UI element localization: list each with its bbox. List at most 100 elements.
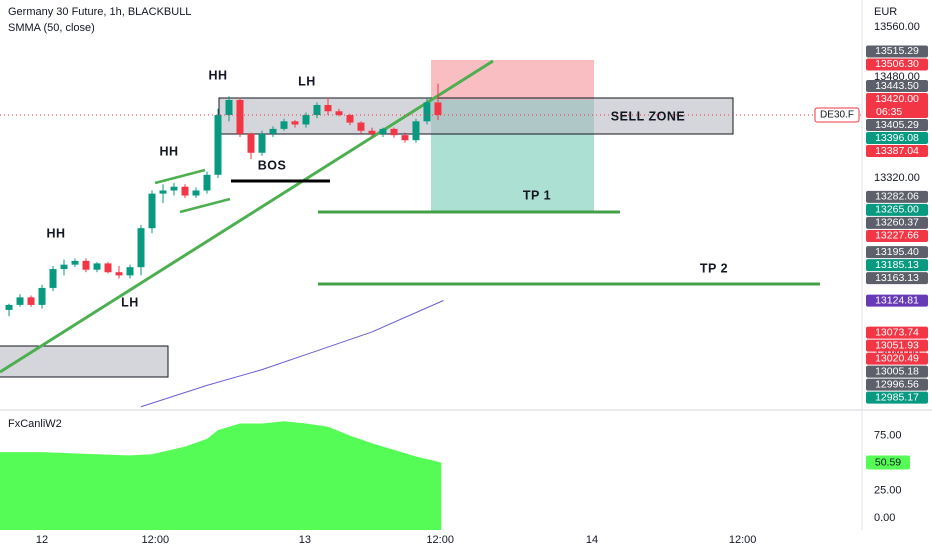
annotation: TP 1 (523, 188, 551, 202)
stop-zone (431, 60, 594, 100)
candle-body (357, 122, 365, 131)
candle-body (258, 133, 266, 153)
price-label-box (866, 294, 928, 307)
candle-body (181, 186, 189, 196)
candle-body (291, 121, 299, 125)
price-label-box (866, 92, 928, 118)
candles (5, 83, 442, 317)
price-label: 12985.17 (875, 391, 919, 403)
candle-body (192, 190, 200, 196)
candle-body (27, 297, 35, 305)
candle-body (203, 174, 211, 191)
price-label: 13163.13 (875, 272, 919, 284)
price-label-box (866, 352, 928, 365)
price-label: 12996.56 (875, 378, 919, 390)
annotation: HH (46, 226, 65, 240)
candle-body (38, 287, 46, 305)
drawings (0, 59, 820, 378)
candle-body (225, 99, 233, 116)
candle-body (71, 260, 79, 265)
channel-line (154, 168, 206, 185)
price-label: 13073.74 (875, 326, 919, 338)
annotation: BOS (258, 158, 287, 172)
trend-line (0, 59, 494, 374)
candle-body (170, 186, 178, 191)
candle-body (60, 264, 68, 270)
price-label-box (866, 229, 928, 242)
candle-body (115, 272, 123, 276)
candle-body (93, 263, 101, 270)
candle-body (247, 133, 255, 153)
candle-body (159, 190, 167, 194)
price-label: 13282.06 (875, 191, 919, 203)
candle-body (82, 260, 90, 270)
price-label: 13195.40 (875, 246, 919, 258)
annotation: LH (121, 295, 139, 309)
candle-body (280, 121, 288, 129)
x-tick-label: 12:00 (729, 534, 757, 546)
oscillator-title: FxCanliW2 (8, 418, 62, 430)
annotation: HH (159, 144, 178, 158)
price-label-box (866, 45, 928, 58)
price-label: 13227.66 (875, 230, 919, 242)
price-label: 13405.29 (875, 119, 919, 131)
symbol-tag: DE30.F (820, 110, 854, 121)
x-tick-label: 12 (36, 534, 48, 546)
candle-body (324, 104, 332, 112)
price-label: 13396.08 (875, 132, 919, 144)
candle-body (269, 128, 277, 134)
candle-body (401, 135, 409, 141)
price-label: 13005.18 (875, 365, 919, 377)
x-tick-label: 12:00 (142, 534, 170, 546)
candle-body (412, 121, 420, 141)
price-label-box (866, 378, 928, 391)
annotation: LH (298, 74, 316, 88)
price-label-box (866, 190, 928, 203)
candle-body (5, 304, 13, 310)
price-label-box (866, 259, 928, 272)
candle-body (236, 99, 244, 134)
annotation: TP 2 (700, 261, 728, 275)
candle-body (49, 269, 57, 288)
demand-box (0, 345, 169, 378)
candle-body (137, 228, 145, 268)
x-tick-label: 14 (586, 534, 598, 546)
price-label: 13387.04 (875, 145, 919, 157)
price-label-box (866, 118, 928, 131)
candle-body (16, 297, 24, 305)
smma-line (140, 300, 444, 408)
annotation: SELL ZONE (611, 109, 685, 123)
candle-body (104, 263, 112, 273)
oscillator-area (0, 421, 442, 530)
candle-body (148, 193, 156, 229)
candle-body (434, 102, 442, 116)
price-label-box (866, 365, 928, 378)
candle-body (368, 130, 376, 134)
last-value-box (866, 455, 910, 470)
price-label: 13020.49 (875, 352, 919, 364)
candle-body (126, 267, 134, 276)
candle-body (335, 111, 343, 116)
last-value: 50.59 (875, 456, 901, 468)
price-label-box (866, 79, 928, 92)
price-label: 13515.29 (875, 45, 919, 57)
candle-body (313, 104, 321, 116)
price-label: 13124.81 (875, 294, 919, 306)
candle-body (423, 102, 431, 122)
candle-body (214, 115, 222, 175)
candle-body (346, 115, 354, 123)
price-label-box (866, 58, 928, 71)
countdown: 06:35 (876, 106, 902, 118)
y-tick-label: 0.00 (874, 512, 895, 524)
price-label: 13051.93 (875, 339, 919, 351)
y-tick-label: 13560.00 (874, 21, 920, 33)
y-tick-label: 25.00 (874, 485, 902, 497)
y-tick-label: 75.00 (874, 429, 902, 441)
price-label: 13265.00 (875, 204, 919, 216)
chart-title: Germany 30 Future, 1h, BLACKBULL (8, 6, 191, 18)
x-tick-label: 12:00 (426, 534, 454, 546)
price-label-box (866, 272, 928, 285)
y-tick-label: 13320.00 (874, 172, 920, 184)
candle-body (390, 128, 398, 136)
price-label-box (866, 131, 928, 144)
